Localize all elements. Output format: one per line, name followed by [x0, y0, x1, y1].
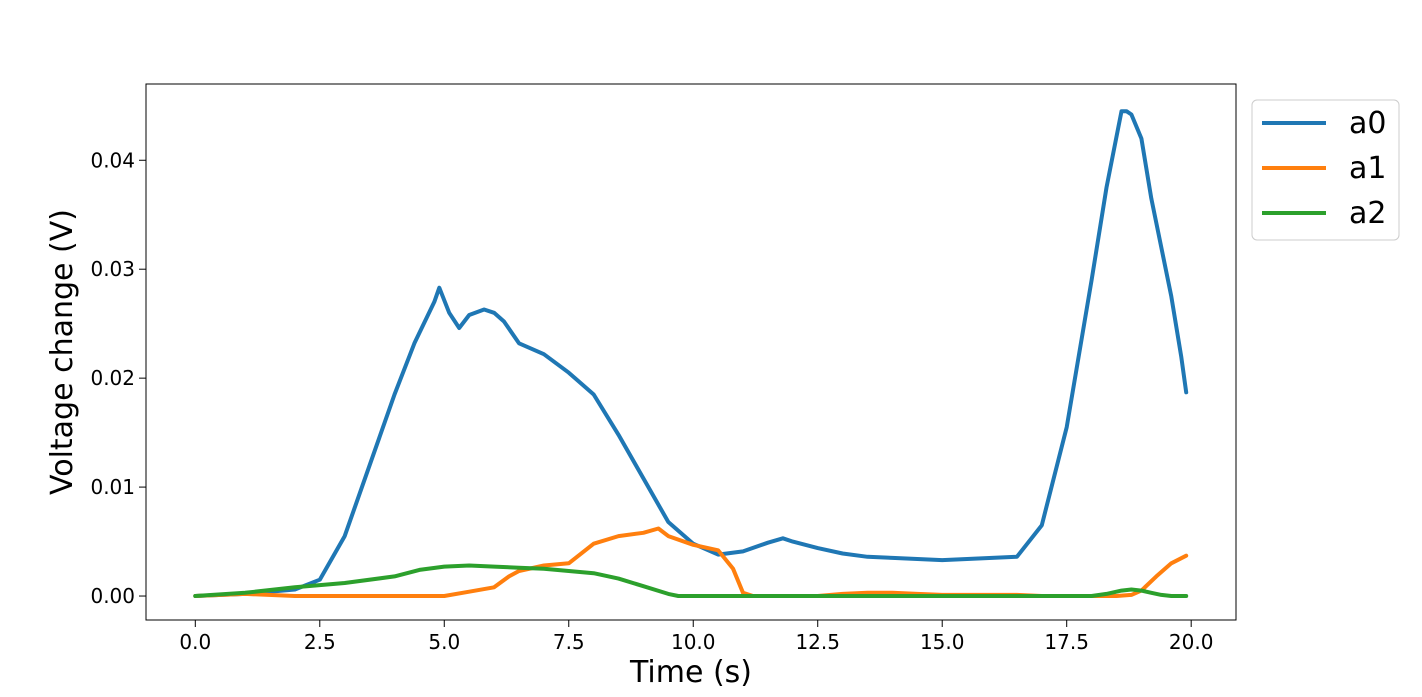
- series-line-a0: [193, 109, 1189, 598]
- x-axis-label: Time (s): [629, 655, 752, 690]
- x-tick-label: 5.0: [428, 630, 460, 654]
- legend-label-a0: a0: [1349, 106, 1386, 141]
- legend-label-a1: a1: [1349, 151, 1386, 186]
- x-tick-label: 0.0: [179, 630, 211, 654]
- x-tick-label: 2.5: [304, 630, 336, 654]
- y-tick-label: 0.00: [90, 584, 135, 608]
- legend: a0 a1 a2: [1251, 99, 1400, 241]
- y-axis: 0.00 0.01 0.02 0.03 0.04: [90, 148, 146, 608]
- x-tick-label: 7.5: [553, 630, 585, 654]
- y-tick-label: 0.04: [90, 148, 135, 172]
- x-axis: 0.0 2.5 5.0 7.5 10.0 12.5 15.0 17.5 20.0: [179, 620, 1213, 654]
- series-line-a2: [193, 563, 1189, 598]
- x-tick-label: 10.0: [671, 630, 716, 654]
- legend-label-a2: a2: [1349, 196, 1386, 231]
- y-axis-label: Voltage change (V): [45, 209, 80, 495]
- x-tick-label: 15.0: [920, 630, 965, 654]
- x-tick-label: 12.5: [795, 630, 840, 654]
- y-tick-label: 0.03: [90, 257, 135, 281]
- y-tick-label: 0.01: [90, 475, 135, 499]
- y-tick-label: 0.02: [90, 366, 135, 390]
- plot-area-frame: [145, 83, 1237, 621]
- series-layer: [193, 109, 1189, 598]
- x-tick-label: 17.5: [1044, 630, 1089, 654]
- x-tick-label: 20.0: [1169, 630, 1214, 654]
